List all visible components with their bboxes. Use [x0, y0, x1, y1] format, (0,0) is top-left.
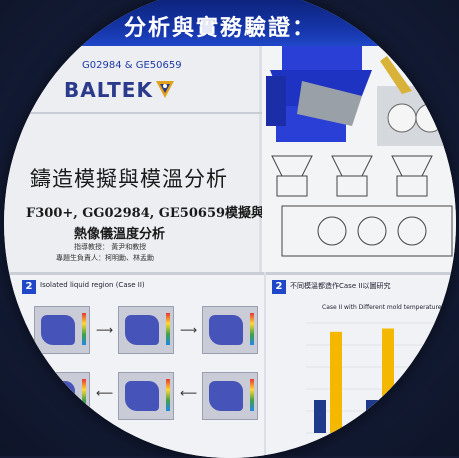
panel-number-badge: 2 — [272, 280, 286, 294]
chart-bar — [330, 331, 342, 433]
arrow-icon: ⟶ — [96, 323, 114, 337]
arrow-icon: ⟶ — [180, 323, 198, 337]
simulation-frame — [202, 306, 258, 354]
arrow-icon: ⟵ — [180, 386, 198, 400]
simulation-frame — [118, 372, 174, 420]
product-codes: G02984 & GE50659 — [82, 60, 182, 71]
header-banner — [4, 0, 456, 46]
chart-bar — [434, 342, 446, 433]
line-drawings — [271, 155, 453, 257]
slide-subtitle-line1: F300+, GG02984, GE50659模擬與 — [26, 206, 265, 221]
title-slide — [4, 46, 259, 272]
chart-bar — [382, 328, 394, 433]
simulation-frame — [34, 372, 90, 420]
shield-logo-icon — [156, 81, 174, 98]
gray-machine-render — [377, 56, 456, 146]
simulation-frame — [118, 306, 174, 354]
chart-bar — [366, 400, 378, 433]
simulation-frame — [202, 372, 258, 420]
slide-subtitle-line2: 熱像儀溫度分析 — [74, 227, 166, 242]
arrow-icon: ⟵ — [96, 386, 114, 400]
circular-slide-viewer: 分析與實務驗證： G02984 & GE50659 BALTEK 鑄造模擬與模溫… — [4, 0, 456, 458]
bar-chart — [306, 322, 454, 434]
chart-title: Case II with Different mold temperature — [322, 304, 442, 311]
advisor-text: 指導教授： 黃尹和教授 — [74, 243, 147, 251]
slide-title: 鑄造模擬與模溫分析 — [30, 167, 228, 191]
students-text: 專題生負責人：柯明勳、林孟勳 — [56, 254, 154, 262]
chart-bar — [418, 400, 430, 433]
panel-heading: Isolated liquid region (Case II) — [40, 281, 145, 289]
panel-number-badge: 2 — [22, 280, 36, 294]
divider — [4, 112, 262, 114]
simulation-panel — [4, 272, 264, 458]
brand-logo-text: BALTEK — [64, 78, 153, 102]
panel-heading: 不同模溫都造作Case II以圖研究 — [290, 282, 391, 290]
machine-illustrations — [262, 46, 456, 272]
blue-part-render — [266, 46, 372, 142]
machine-diagram — [266, 46, 456, 257]
chart-bar — [314, 400, 326, 433]
simulation-frame — [34, 306, 90, 354]
banner-title: 分析與實務驗證： — [124, 15, 317, 41]
